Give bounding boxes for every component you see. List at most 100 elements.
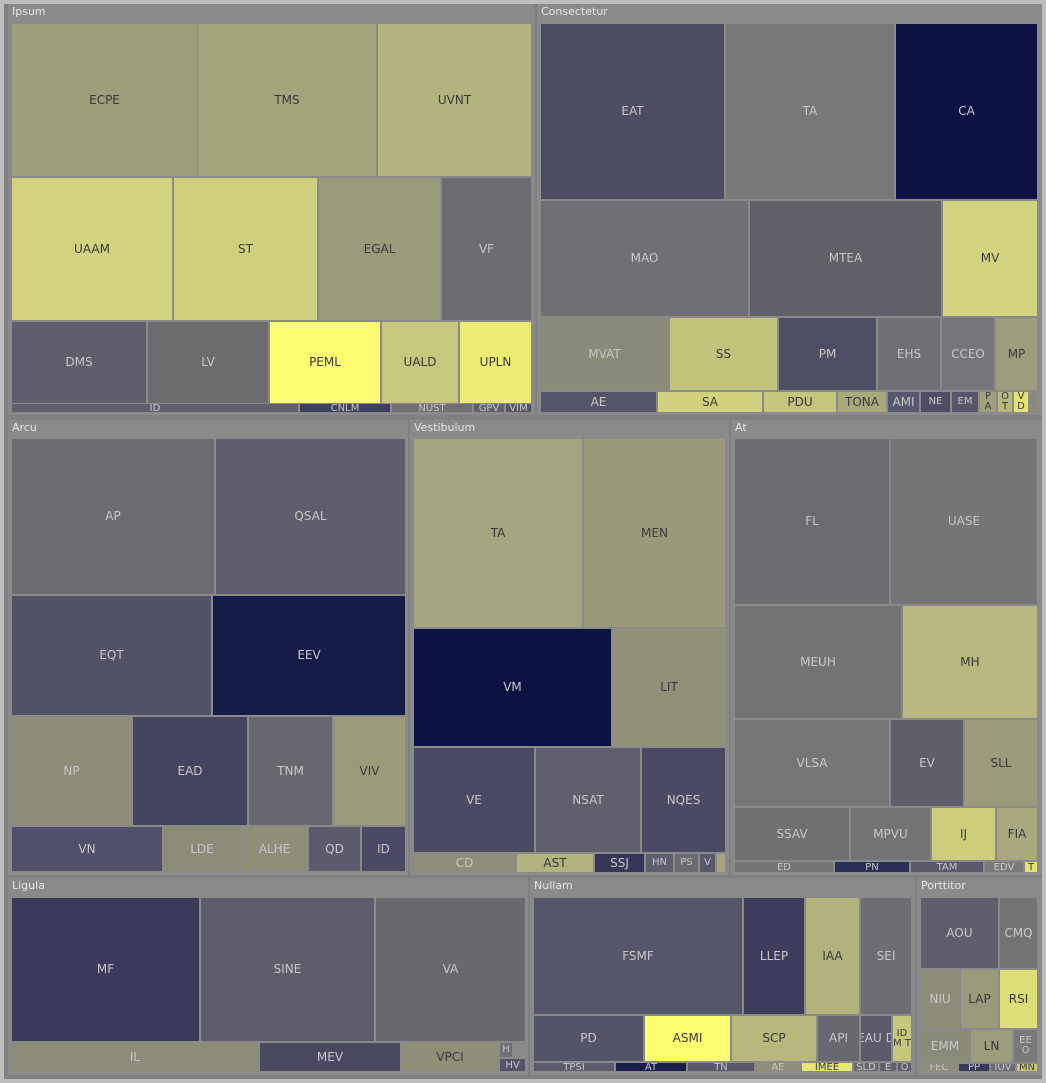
tile-mvat[interactable]: MVAT <box>541 318 668 390</box>
tile-tona[interactable]: TONA <box>838 392 886 412</box>
tile-vf[interactable]: VF <box>442 178 531 320</box>
tile-ssav[interactable]: SSAV <box>735 808 849 860</box>
tile-hn[interactable]: HN <box>646 854 673 872</box>
tile-v-d[interactable]: V D <box>1014 392 1028 412</box>
tile-aou[interactable]: AOU <box>921 898 998 968</box>
tile-upln[interactable]: UPLN <box>460 322 531 403</box>
tile-edv[interactable]: EDV <box>985 862 1023 872</box>
tile-ss[interactable]: SS <box>670 318 777 390</box>
tile-ap[interactable]: AP <box>12 439 214 594</box>
tile-fia[interactable]: FIA <box>997 808 1037 860</box>
tile-mao[interactable]: MAO <box>541 201 748 316</box>
tile-ln[interactable]: LN <box>971 1030 1012 1062</box>
tile-men[interactable]: MEN <box>584 439 725 627</box>
tile-eqt[interactable]: EQT <box>12 596 211 715</box>
tile-llep[interactable]: LLEP <box>744 898 804 1014</box>
tile-h[interactable]: H <box>500 1043 512 1057</box>
tile-ehs[interactable]: EHS <box>878 318 940 390</box>
tile-ecpe[interactable]: ECPE <box>12 24 197 176</box>
tile-cceo[interactable]: CCEO <box>942 318 994 390</box>
tile-tpsi[interactable]: TPSI <box>534 1063 614 1071</box>
tile-sa[interactable]: SA <box>658 392 762 412</box>
tile-ami[interactable]: AMI <box>888 392 919 412</box>
tile-eau-d[interactable]: EAU D <box>861 1016 891 1061</box>
tile-o[interactable]: O <box>898 1063 911 1071</box>
tile-vlsa[interactable]: VLSA <box>735 720 889 806</box>
tile-cnlm[interactable]: CNLM <box>300 404 390 412</box>
tile-api[interactable]: API <box>818 1016 859 1061</box>
tile-nqes[interactable]: NQES <box>642 748 725 852</box>
tile-eev[interactable]: EEV <box>213 596 405 715</box>
tile-meuh[interactable]: MEUH <box>735 606 901 718</box>
tile-vm[interactable]: VM <box>414 629 611 746</box>
tile-cd[interactable]: CD <box>414 854 515 872</box>
tile-eat[interactable]: EAT <box>541 24 724 199</box>
tile-vn[interactable]: VN <box>12 827 162 871</box>
tile-mn[interactable]: MN <box>1017 1064 1037 1071</box>
tile-o-t[interactable]: O T <box>998 392 1012 412</box>
tile-pdu[interactable]: PDU <box>764 392 836 412</box>
tile-cmq[interactable]: CMQ <box>1000 898 1037 968</box>
tile-sine[interactable]: SINE <box>201 898 374 1041</box>
tile-ij[interactable]: IJ <box>932 808 995 860</box>
tile-egal[interactable]: EGAL <box>319 178 440 320</box>
tile-asmi[interactable]: ASMI <box>645 1016 730 1061</box>
tile-nust[interactable]: NUST <box>392 404 472 412</box>
tile-st[interactable]: ST <box>174 178 317 320</box>
tile-ae[interactable]: AE <box>756 1063 800 1071</box>
tile-ne[interactable]: NE <box>921 392 950 412</box>
tile-gpv[interactable]: GPV <box>474 404 504 412</box>
tile-v[interactable]: V <box>700 854 715 872</box>
tile-fsmf[interactable]: FSMF <box>534 898 742 1014</box>
tile-pm[interactable]: PM <box>779 318 876 390</box>
tile-ast[interactable]: AST <box>517 854 593 872</box>
tile-lap[interactable]: LAP <box>961 970 998 1028</box>
tile-np[interactable]: NP <box>12 717 131 825</box>
tile-lde[interactable]: LDE <box>164 827 240 871</box>
tile-sei[interactable]: SEI <box>861 898 911 1014</box>
tile-at[interactable]: AT <box>616 1063 686 1071</box>
tile-mv[interactable]: MV <box>943 201 1037 316</box>
tile-em[interactable]: EM <box>952 392 978 412</box>
tile-id[interactable]: ID <box>12 404 298 412</box>
tile-fec[interactable]: FEC <box>921 1064 957 1071</box>
tile-lv[interactable]: LV <box>148 322 268 403</box>
tile-vim[interactable]: VIM <box>506 404 531 412</box>
tile-ssj[interactable]: SSJ <box>595 854 644 872</box>
tile-mpvu[interactable]: MPVU <box>851 808 930 860</box>
tile-qsal[interactable]: QSAL <box>216 439 405 594</box>
tile-iuv[interactable]: IUV <box>991 1064 1015 1071</box>
tile-unlabeled[interactable] <box>717 854 725 872</box>
tile-mh[interactable]: MH <box>903 606 1037 718</box>
tile-niu[interactable]: NIU <box>921 970 959 1028</box>
tile-ae[interactable]: AE <box>541 392 656 412</box>
tile-id[interactable]: ID <box>362 827 405 871</box>
tile-ta[interactable]: TA <box>414 439 582 627</box>
tile-mf[interactable]: MF <box>12 898 199 1041</box>
tile-uaam[interactable]: UAAM <box>12 178 172 320</box>
tile-il[interactable]: IL <box>12 1043 258 1071</box>
tile-peml[interactable]: PEML <box>270 322 380 403</box>
tile-sld[interactable]: SLD <box>854 1063 878 1071</box>
tile-tn[interactable]: TN <box>688 1063 754 1071</box>
tile-mev[interactable]: MEV <box>260 1043 400 1071</box>
tile-va[interactable]: VA <box>376 898 525 1041</box>
tile-uase[interactable]: UASE <box>891 439 1037 604</box>
tile-pp[interactable]: PP <box>959 1064 989 1071</box>
tile-nsat[interactable]: NSAT <box>536 748 640 852</box>
tile-ed[interactable]: ED <box>735 862 833 872</box>
tile-qd[interactable]: QD <box>309 827 360 871</box>
tile-fl[interactable]: FL <box>735 439 889 604</box>
tile-tms[interactable]: TMS <box>198 24 376 176</box>
tile-sll[interactable]: SLL <box>965 720 1037 806</box>
tile-uald[interactable]: UALD <box>382 322 458 403</box>
tile-alhe[interactable]: ALHE <box>242 827 307 871</box>
tile-ee-o[interactable]: EE O <box>1014 1030 1037 1062</box>
tile-hv[interactable]: HV <box>500 1059 525 1071</box>
tile-dms[interactable]: DMS <box>12 322 146 403</box>
tile-lit[interactable]: LIT <box>613 629 725 746</box>
tile-uvnt[interactable]: UVNT <box>378 24 531 176</box>
tile-tnm[interactable]: TNM <box>249 717 332 825</box>
tile-emm[interactable]: EMM <box>921 1030 969 1062</box>
tile-ev[interactable]: EV <box>891 720 963 806</box>
